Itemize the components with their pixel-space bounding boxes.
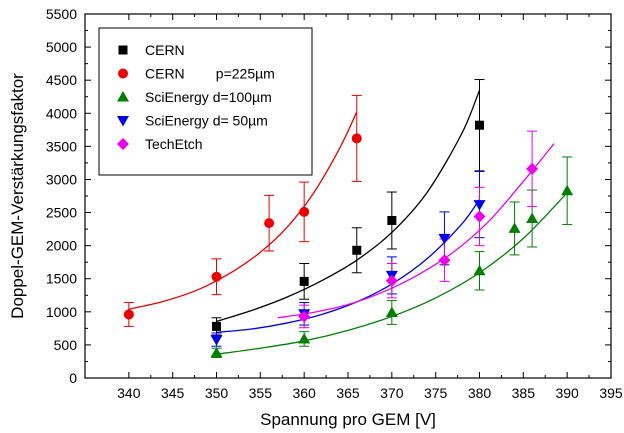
data-point-series-2 — [385, 306, 398, 317]
data-point-series-4 — [526, 162, 539, 175]
x-tick-label: 345 — [161, 385, 185, 401]
fit-curve-series-1 — [128, 111, 358, 310]
data-point-series-0 — [475, 120, 484, 130]
legend-marker-series-4 — [117, 138, 129, 150]
data-point-series-4 — [473, 210, 486, 223]
legend-marker-series-3 — [117, 116, 129, 127]
y-tick-label: 5500 — [46, 6, 77, 22]
y-tick-label: 500 — [54, 337, 78, 353]
data-point-series-1 — [211, 271, 222, 282]
data-point-series-2 — [561, 184, 574, 196]
x-tick-label: 365 — [336, 385, 360, 401]
x-tick-label: 350 — [205, 385, 229, 401]
y-axis-label: Doppel-GEM-Verstärkungsfaktor — [8, 73, 27, 319]
legend-label-series-0: CERN — [145, 42, 185, 58]
data-point-series-3 — [438, 233, 451, 245]
legend-label-series-1: CERN p=225µm — [145, 66, 275, 82]
x-tick-label: 385 — [512, 385, 536, 401]
y-tick-label: 0 — [69, 370, 77, 386]
y-tick-label: 3500 — [46, 138, 77, 154]
data-point-series-3 — [473, 200, 486, 211]
y-tick-label: 2500 — [46, 205, 77, 221]
data-point-series-4 — [438, 254, 451, 267]
x-axis-label: Spannung pro GEM [V] — [260, 410, 436, 429]
data-point-series-1 — [123, 309, 134, 320]
data-point-series-1 — [299, 206, 310, 217]
legend: CERN CERN p=225µm SciEnergy d=100µm SciEner… — [98, 27, 313, 176]
data-point-series-3 — [210, 335, 223, 346]
x-tick-label: 380 — [468, 385, 492, 401]
x-tick-label: 390 — [555, 385, 579, 401]
y-tick-label: 1500 — [46, 271, 77, 287]
data-point-series-0 — [299, 276, 309, 286]
legend-label-series-2: SciEnergy d=100µm — [145, 89, 272, 105]
data-point-series-0 — [387, 215, 397, 225]
axis-ticks: 340 345 350 355 360 365 370 375 380 385 390 395 0 500… — [46, 6, 623, 401]
data-point-series-0 — [352, 245, 362, 255]
x-tick-label: 355 — [249, 385, 273, 401]
data-point-series-2 — [298, 332, 311, 344]
legend-marker-series-2 — [117, 91, 129, 102]
legend-label-series-4: TechEtch — [145, 136, 203, 152]
y-tick-label: 4000 — [46, 105, 77, 121]
x-tick-label: 375 — [424, 385, 448, 401]
fit-curve-series-4 — [277, 143, 555, 319]
data-point-series-1 — [351, 133, 362, 144]
x-tick-label: 360 — [292, 385, 316, 401]
x-tick-label: 395 — [599, 385, 623, 401]
data-point-series-2 — [210, 346, 223, 358]
data-point-series-1 — [264, 218, 275, 229]
data-point-series-2 — [526, 212, 539, 224]
legend-label-series-3: SciEnergy d= 50µm — [145, 113, 268, 129]
data-point-series-0 — [212, 321, 221, 331]
legend-marker-series-1 — [118, 68, 128, 79]
y-tick-label: 1000 — [46, 304, 77, 320]
legend-marker-series-0 — [118, 45, 128, 55]
x-tick-label: 340 — [117, 385, 141, 401]
data-point-series-4 — [385, 274, 398, 287]
y-tick-label: 2000 — [46, 238, 77, 254]
y-tick-label: 3000 — [46, 171, 77, 187]
data-point-series-2 — [473, 264, 486, 276]
legend-box — [98, 27, 313, 176]
data-point-series-4 — [298, 310, 311, 323]
y-tick-label: 4500 — [46, 72, 77, 88]
y-tick-label: 5000 — [46, 39, 77, 55]
data-markers — [123, 120, 574, 358]
data-point-series-2 — [508, 222, 521, 233]
x-tick-label: 370 — [380, 385, 404, 401]
